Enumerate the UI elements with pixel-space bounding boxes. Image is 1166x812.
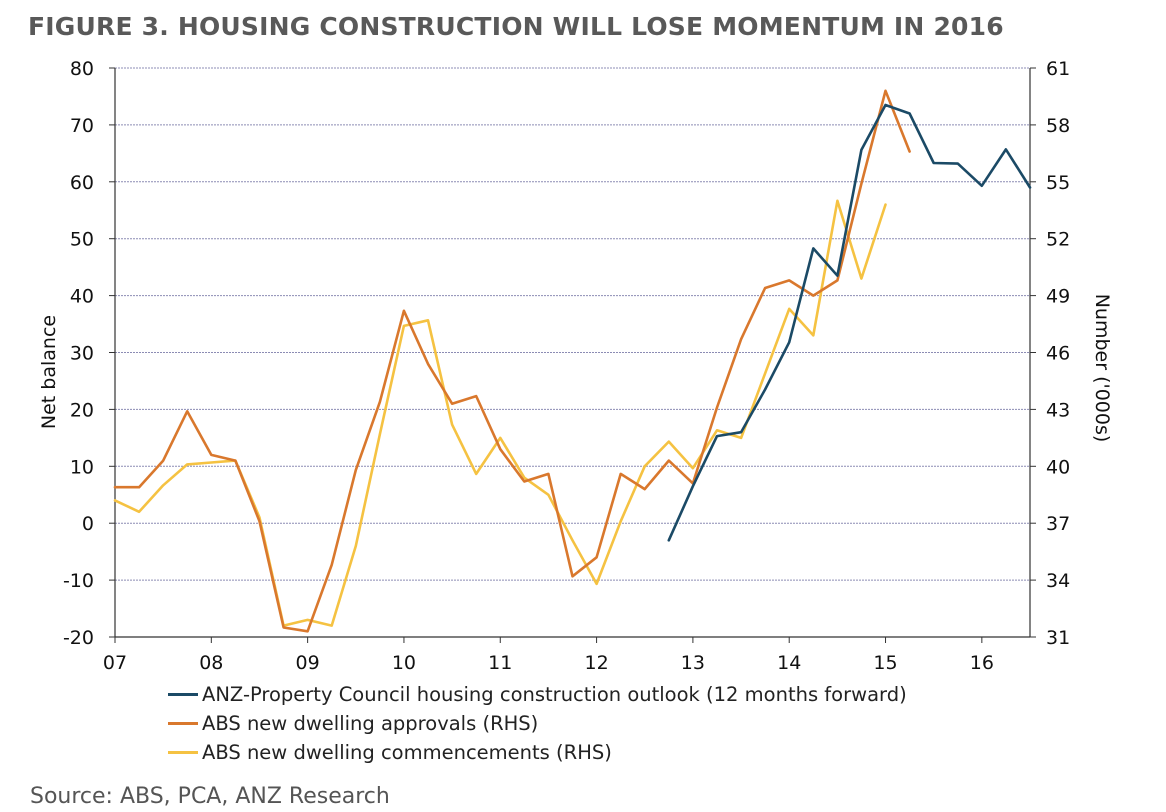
- x-tick-label: 10: [392, 652, 416, 674]
- x-tick-label: 11: [488, 652, 512, 674]
- y2-tick-label: 40: [1046, 456, 1070, 478]
- y-tick-label: 70: [70, 115, 94, 137]
- series-lines: [113, 89, 1032, 633]
- y2-tick-label: 58: [1046, 115, 1070, 137]
- legend: ANZ-Property Council housing constructio…: [168, 680, 907, 767]
- series-line-commencements: [113, 199, 887, 627]
- y2-tick-label: 43: [1046, 399, 1070, 421]
- y-tick-label: 80: [70, 58, 94, 80]
- x-tick-label: 08: [199, 652, 223, 674]
- legend-item-commencements: ABS new dwelling commencements (RHS): [168, 738, 907, 767]
- y2-tick-label: 31: [1046, 627, 1070, 649]
- y-tick-label: 0: [82, 513, 94, 535]
- source-note: Source: ABS, PCA, ANZ Research: [30, 784, 390, 809]
- y2-axis-label: Number ('000s): [1091, 294, 1113, 443]
- y-tick-label: 30: [70, 343, 94, 365]
- y2-tick-label: 52: [1046, 229, 1070, 251]
- x-tick-label: 12: [584, 652, 608, 674]
- legend-label-outlook: ANZ-Property Council housing constructio…: [202, 683, 907, 706]
- y-axis-label: Net balance: [38, 315, 60, 429]
- y2-tick-label: 55: [1046, 172, 1070, 194]
- x-tick-label: 13: [681, 652, 705, 674]
- legend-label-commencements: ABS new dwelling commencements (RHS): [202, 741, 612, 764]
- series-line-outlook: [667, 103, 1032, 542]
- legend-item-outlook: ANZ-Property Council housing constructio…: [168, 680, 907, 709]
- x-tick-label: 14: [777, 652, 801, 674]
- y-tick-label: 20: [70, 399, 94, 421]
- y2-tick-label: 37: [1046, 513, 1070, 535]
- chart-title: FIGURE 3. HOUSING CONSTRUCTION WILL LOSE…: [28, 12, 1004, 41]
- x-tick-label: 07: [103, 652, 127, 674]
- y2-tick-label: 61: [1046, 58, 1070, 80]
- series-line-approvals: [113, 89, 911, 633]
- y-tick-label: 40: [70, 286, 94, 308]
- x-tick-label: 09: [296, 652, 320, 674]
- y-tick-label: -10: [63, 570, 94, 592]
- y-tick-label: 60: [70, 172, 94, 194]
- y-tick-label: -20: [63, 627, 94, 649]
- y2-tick-label: 46: [1046, 343, 1070, 365]
- x-tick-label: 16: [970, 652, 994, 674]
- legend-swatch-commencements: [168, 751, 198, 754]
- y2-tick-label: 34: [1046, 570, 1070, 592]
- y-tick-label: 10: [70, 456, 94, 478]
- chart-canvas: -20 -10 0 10 20 30 40 50 60 70 80 31 34 37 40 43 46 49 52 5…: [38, 58, 1113, 674]
- legend-item-approvals: ABS new dwelling approvals (RHS): [168, 709, 907, 738]
- y-tick-label: 50: [70, 229, 94, 251]
- y2-tick-label: 49: [1046, 286, 1070, 308]
- legend-swatch-outlook: [168, 693, 198, 696]
- axes: [109, 67, 1036, 643]
- legend-swatch-approvals: [168, 722, 198, 725]
- legend-label-approvals: ABS new dwelling approvals (RHS): [202, 712, 539, 735]
- x-tick-label: 15: [873, 652, 897, 674]
- tick-labels: -20 -10 0 10 20 30 40 50 60 70 80 31 34 37 40 43 46 49 52 5…: [63, 58, 1070, 674]
